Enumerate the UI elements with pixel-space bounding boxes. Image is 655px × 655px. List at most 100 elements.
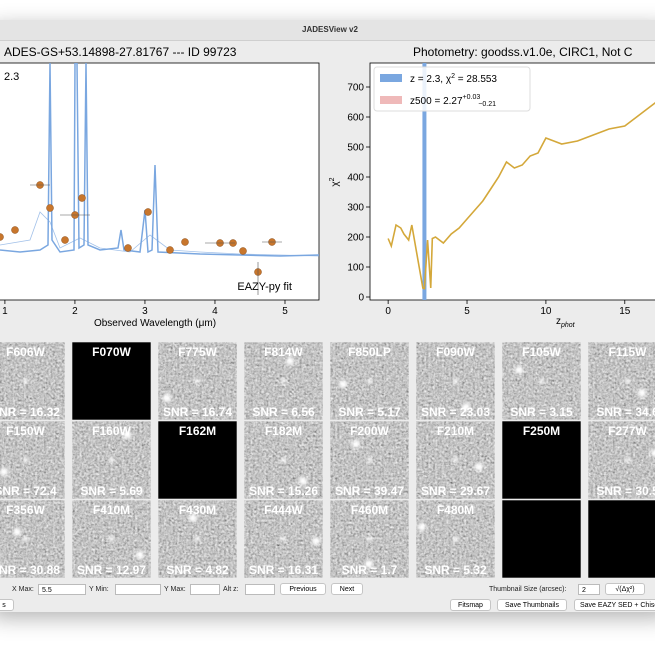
thumb-size-label: Thumbnail Size (arcsec): <box>489 586 567 593</box>
sources <box>339 378 372 388</box>
thumb-filter: F070W <box>92 345 131 359</box>
thumb-border <box>329 341 410 421</box>
sed-title: ADES-GS+53.14898-27.81767 --- ID 99723 <box>4 45 237 59</box>
thumb-border <box>243 341 324 421</box>
thumb-border <box>415 420 496 500</box>
source <box>418 523 426 531</box>
thumb-border <box>0 341 66 421</box>
cut-button[interactable]: s <box>0 599 14 611</box>
legend-swatch <box>380 74 402 82</box>
thumb-filter: F210M <box>437 424 474 438</box>
sources <box>352 440 372 463</box>
previous-button[interactable]: Previous <box>280 583 326 595</box>
thumb-snr: SNR = 5.69 <box>80 484 143 498</box>
sources <box>365 536 373 568</box>
thumb-border <box>501 341 582 421</box>
thumbnail: F200W SNR = 39.47 <box>329 420 410 500</box>
thumb-filter: F160W <box>92 424 131 438</box>
y-tick-label: 500 <box>347 143 364 154</box>
thumbnail: F090W SNR = 23.03 <box>415 341 496 421</box>
alt-z-input[interactable] <box>245 584 275 595</box>
thumb-snr: SNR = 30.88 <box>0 563 60 577</box>
thumb-filter: F410M <box>93 503 130 517</box>
thumb-snr: SNR = 12.97 <box>77 563 146 577</box>
thumbnail: F250M <box>501 420 582 500</box>
thumb-border <box>415 341 496 421</box>
thumbnail: F162M <box>157 420 238 500</box>
next-button[interactable]: Next <box>331 583 363 595</box>
source <box>453 457 458 463</box>
thumb-image <box>72 342 151 420</box>
chi-button[interactable]: √(Δχ²) <box>605 583 645 595</box>
thumb-filter: F606W <box>6 345 45 359</box>
legend-text: z500 = 2.27 <box>410 96 463 107</box>
source <box>312 537 320 545</box>
thumb-border <box>157 341 238 421</box>
thumb-border <box>71 420 152 500</box>
thumb-snr: SNR = 6.56 <box>252 405 315 419</box>
sed-xlabel: Observed Wavelength (μm) <box>94 318 216 329</box>
source <box>453 536 458 542</box>
thumb-image <box>502 421 581 499</box>
source <box>453 378 458 384</box>
source <box>539 378 544 384</box>
source <box>367 457 372 463</box>
y-tick-label: 200 <box>347 233 364 244</box>
y-tick-label: 100 <box>347 263 364 274</box>
x-max-label: X Max: <box>12 586 34 593</box>
thumb-border <box>243 499 324 579</box>
source <box>123 431 131 439</box>
y-tick-label: 300 <box>347 203 364 214</box>
thumb-filter: F105W <box>522 345 561 359</box>
fitsmap-button[interactable]: Fitsmap <box>450 599 491 611</box>
thumb-border <box>157 420 238 500</box>
ylabel-text: χ <box>330 181 341 187</box>
thumbnail: F182M SNR = 15.26 <box>243 420 324 500</box>
sources <box>281 536 320 545</box>
thumb-snr: SNR = 72.4 <box>0 484 57 498</box>
sources <box>453 378 470 411</box>
source <box>352 440 360 448</box>
thumb-border <box>329 499 410 579</box>
x-tick-label: 10 <box>540 306 552 317</box>
source <box>109 457 114 463</box>
x-max-input[interactable]: 5.5 <box>38 584 86 595</box>
y-min-input[interactable] <box>115 584 161 595</box>
thumbnail: F277W SNR = 30.5 <box>587 420 655 500</box>
thumb-border <box>0 499 66 579</box>
source <box>23 378 28 384</box>
x-tick-label: 5 <box>282 306 288 317</box>
thumb-snr: SNR = 15.26 <box>249 484 318 498</box>
thumb-filter: F460M <box>351 503 388 517</box>
source <box>339 380 347 388</box>
thumb-filter: F200W <box>350 424 389 438</box>
source <box>136 551 144 559</box>
source <box>195 536 200 542</box>
thumb-snr: SNR = 39.47 <box>335 484 404 498</box>
sed-fit-label: EAZY-py fit <box>237 281 292 293</box>
sed-annotation: 2.3 <box>4 71 19 83</box>
sources <box>281 457 307 485</box>
chi-title: Photometry: goodss.v1.0e, CIRC1, Not C <box>413 45 633 59</box>
sed-axes <box>0 62 320 301</box>
thumb-size-input[interactable]: 2 <box>578 584 600 595</box>
source <box>109 536 114 542</box>
save-sed-button[interactable]: Save EAZY SED + Chisq <box>574 599 655 611</box>
thumb-filter: F150W <box>6 424 45 438</box>
legend-swatch <box>380 96 402 104</box>
legend-sub: −0.21 <box>478 101 496 108</box>
xlabel-sub: phot <box>560 322 576 329</box>
sources <box>281 357 294 384</box>
xlabel-text: z <box>556 316 561 327</box>
thumbnail: F606W SNR = 16.32 <box>0 341 66 421</box>
sources <box>418 523 458 542</box>
y-max-input[interactable] <box>190 584 220 595</box>
sources <box>625 378 646 397</box>
thumb-filter: F480M <box>437 503 474 517</box>
source <box>367 378 372 384</box>
save-thumbnails-button[interactable]: Save Thumbnails <box>497 599 567 611</box>
thumb-border <box>587 420 655 500</box>
thumb-snr: SNR = 3.15 <box>510 405 573 419</box>
source <box>299 477 307 485</box>
thumb-border <box>501 420 582 500</box>
